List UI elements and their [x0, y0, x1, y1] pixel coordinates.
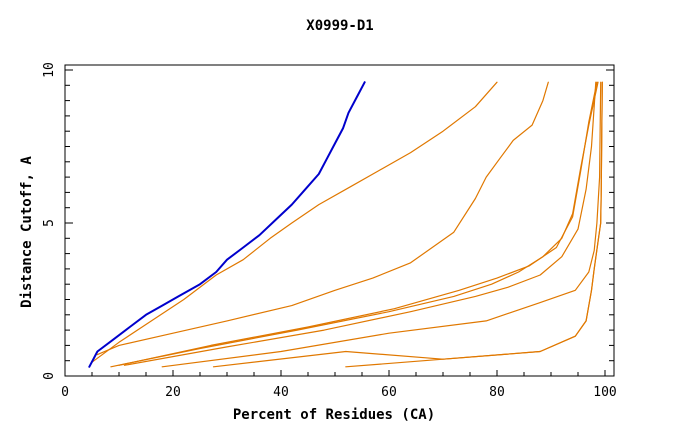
x-tick-label: 60: [381, 385, 397, 400]
series-line-3: [161, 81, 602, 368]
series-line-7: [96, 81, 549, 356]
series-line-highlight: [88, 81, 366, 368]
series-line-4: [123, 81, 597, 366]
x-tick-label: 40: [273, 385, 289, 400]
axis-ticks: [64, 69, 614, 377]
plot-frame: [64, 64, 615, 377]
series-line-8: [91, 81, 498, 363]
y-tick-label: 10: [42, 62, 57, 78]
x-tick-label: 100: [593, 385, 616, 400]
tick-labels: 0 20 40 60 80 100 0 5 10: [42, 62, 617, 400]
y-tick-label: 5: [42, 219, 57, 227]
x-tick-label: 20: [165, 385, 181, 400]
x-axis-label: Percent of Residues (CA): [233, 407, 435, 423]
x-tick-label: 80: [489, 385, 505, 400]
series-layer: [88, 81, 603, 368]
y-tick-label: 0: [42, 372, 57, 380]
y-axis-label: Distance Cutoff, A: [19, 156, 35, 308]
x-tick-label: 0: [61, 385, 69, 400]
series-line-6: [110, 81, 599, 368]
series-line-2: [345, 81, 603, 368]
chart-title: X0999-D1: [306, 18, 373, 34]
